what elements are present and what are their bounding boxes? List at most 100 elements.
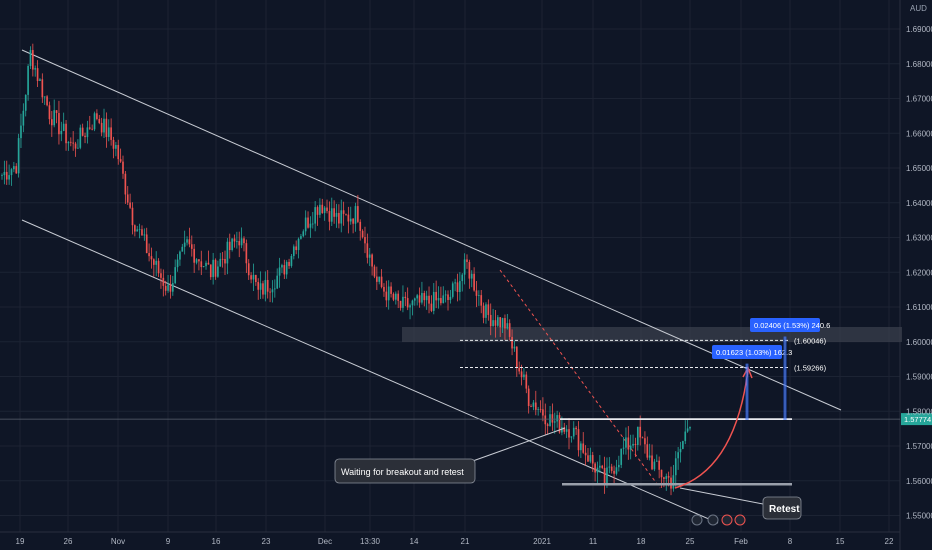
candle: [219, 252, 222, 267]
candle: [416, 293, 419, 306]
candle-body: [58, 113, 60, 135]
candle: [577, 421, 580, 457]
x-tick-label: 18: [637, 537, 646, 546]
candle: [542, 397, 544, 422]
candle-body: [302, 231, 305, 237]
candle-body: [513, 346, 516, 349]
candle-body: [639, 426, 642, 438]
candle: [644, 431, 646, 454]
candle-body: [81, 127, 84, 136]
candle: [164, 280, 167, 296]
candle-body: [380, 276, 383, 287]
candle: [515, 346, 518, 377]
candle: [262, 280, 264, 299]
candle: [663, 476, 665, 488]
x-tick-label: Dec: [318, 537, 332, 546]
candle: [487, 299, 490, 321]
annotations: Waiting for breakout and retest Retest: [334, 427, 802, 520]
candle-body: [262, 283, 264, 295]
candle-body: [212, 259, 214, 278]
candle: [119, 148, 122, 163]
candle-body: [226, 241, 229, 264]
candle-body: [368, 254, 371, 258]
y-tick-label: 1.55000: [906, 512, 932, 521]
candle-body: [349, 218, 352, 222]
candle-body: [171, 283, 174, 292]
candle-body: [240, 238, 243, 246]
candle: [376, 266, 378, 290]
candle: [10, 168, 13, 186]
candle-body: [546, 424, 549, 426]
candle-body: [20, 125, 22, 139]
candle: [328, 201, 331, 231]
annotation-leader: [469, 427, 566, 463]
y-tick-label: 1.56000: [906, 477, 932, 486]
candle-body: [409, 305, 411, 308]
candle: [319, 198, 321, 218]
candle: [582, 432, 585, 454]
candle: [105, 112, 108, 148]
candle-body: [440, 298, 442, 304]
candle: [674, 451, 677, 488]
x-tick-label: 22: [885, 537, 894, 546]
candle-body: [13, 166, 15, 170]
candle-body: [542, 409, 544, 416]
candle: [625, 427, 627, 455]
candle: [304, 210, 307, 236]
candle: [252, 263, 255, 292]
candle: [250, 272, 252, 284]
candle: [366, 233, 369, 264]
candle-body: [288, 261, 290, 266]
candle-body: [323, 207, 326, 214]
candle: [134, 224, 136, 237]
candle: [292, 244, 295, 260]
candle-body: [470, 273, 473, 279]
candle: [594, 462, 596, 482]
candle-body: [568, 429, 570, 438]
candle: [228, 233, 231, 259]
currency-label: AUD: [910, 4, 927, 13]
candle-body: [456, 282, 459, 293]
candle: [153, 258, 155, 277]
candle-body: [39, 79, 41, 82]
candle-body: [150, 256, 153, 260]
candle-body: [8, 175, 10, 180]
candle-body: [392, 293, 395, 300]
y-tick-label: 1.57000: [906, 442, 932, 451]
candle: [447, 290, 449, 311]
candle-body: [176, 259, 179, 268]
candle: [686, 419, 689, 433]
candle: [349, 206, 352, 225]
candle: [307, 211, 309, 229]
candle-body: [328, 211, 331, 222]
candle-body: [269, 291, 271, 293]
candle-body: [478, 295, 480, 296]
candle: [601, 464, 604, 470]
candle: [570, 436, 573, 443]
candle-body: [530, 406, 532, 407]
candle: [255, 274, 257, 286]
candle-body: [233, 238, 236, 242]
candle: [259, 271, 262, 300]
candle: [141, 225, 143, 236]
candle: [98, 114, 101, 125]
candle: [340, 199, 343, 233]
candle: [72, 131, 75, 151]
candle-body: [416, 295, 419, 299]
candle: [459, 272, 461, 301]
event-icons[interactable]: [691, 514, 746, 526]
candle-body: [527, 388, 530, 407]
candle-body: [27, 65, 29, 95]
candle-body: [138, 229, 141, 231]
candle-body: [589, 455, 592, 462]
y-tick-label: 1.62000: [906, 268, 932, 277]
candle-body: [442, 295, 445, 304]
candle-body: [69, 141, 72, 143]
candle: [58, 100, 60, 145]
candle: [269, 288, 271, 303]
candle: [157, 258, 160, 277]
candle-body: [497, 317, 499, 326]
candle: [584, 445, 587, 466]
candle: [112, 136, 115, 159]
